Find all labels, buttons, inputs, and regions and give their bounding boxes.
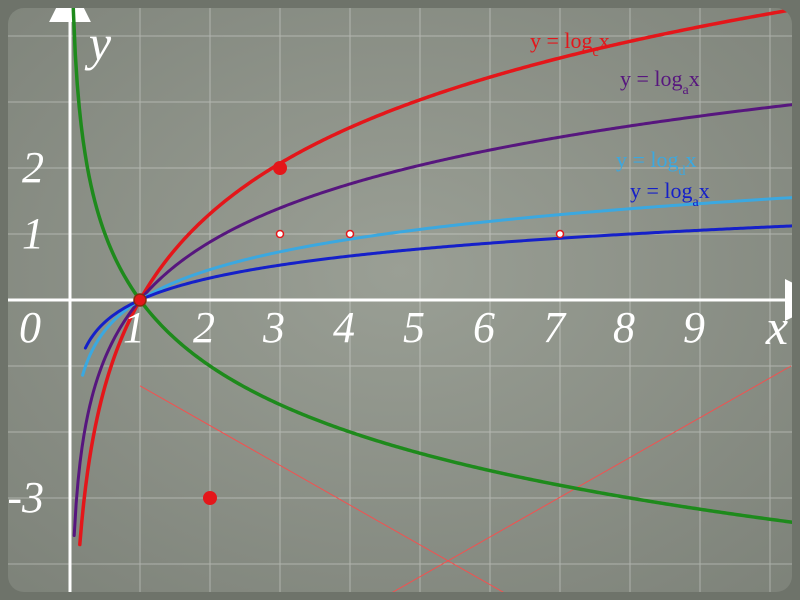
svg-text:4: 4	[333, 303, 355, 352]
svg-text:1: 1	[22, 209, 44, 258]
svg-text:-3: -3	[7, 473, 44, 522]
svg-text:8: 8	[613, 303, 635, 352]
svg-text:7: 7	[543, 303, 567, 352]
marker-point	[203, 491, 217, 505]
svg-text:y: y	[84, 15, 112, 71]
svg-text:x: x	[765, 299, 788, 355]
svg-text:1: 1	[123, 303, 145, 352]
marker-point	[347, 231, 354, 238]
log-chart: 012345678912-3xyy = logcxy = logaxy = lo…	[0, 0, 800, 600]
marker-point	[557, 231, 564, 238]
svg-text:2: 2	[22, 143, 44, 192]
svg-text:2: 2	[193, 303, 215, 352]
svg-text:3: 3	[262, 303, 285, 352]
svg-text:5: 5	[403, 303, 425, 352]
svg-text:9: 9	[683, 303, 705, 352]
marker-point	[277, 231, 284, 238]
marker-point	[273, 161, 287, 175]
svg-text:6: 6	[473, 303, 495, 352]
svg-text:0: 0	[19, 303, 41, 352]
